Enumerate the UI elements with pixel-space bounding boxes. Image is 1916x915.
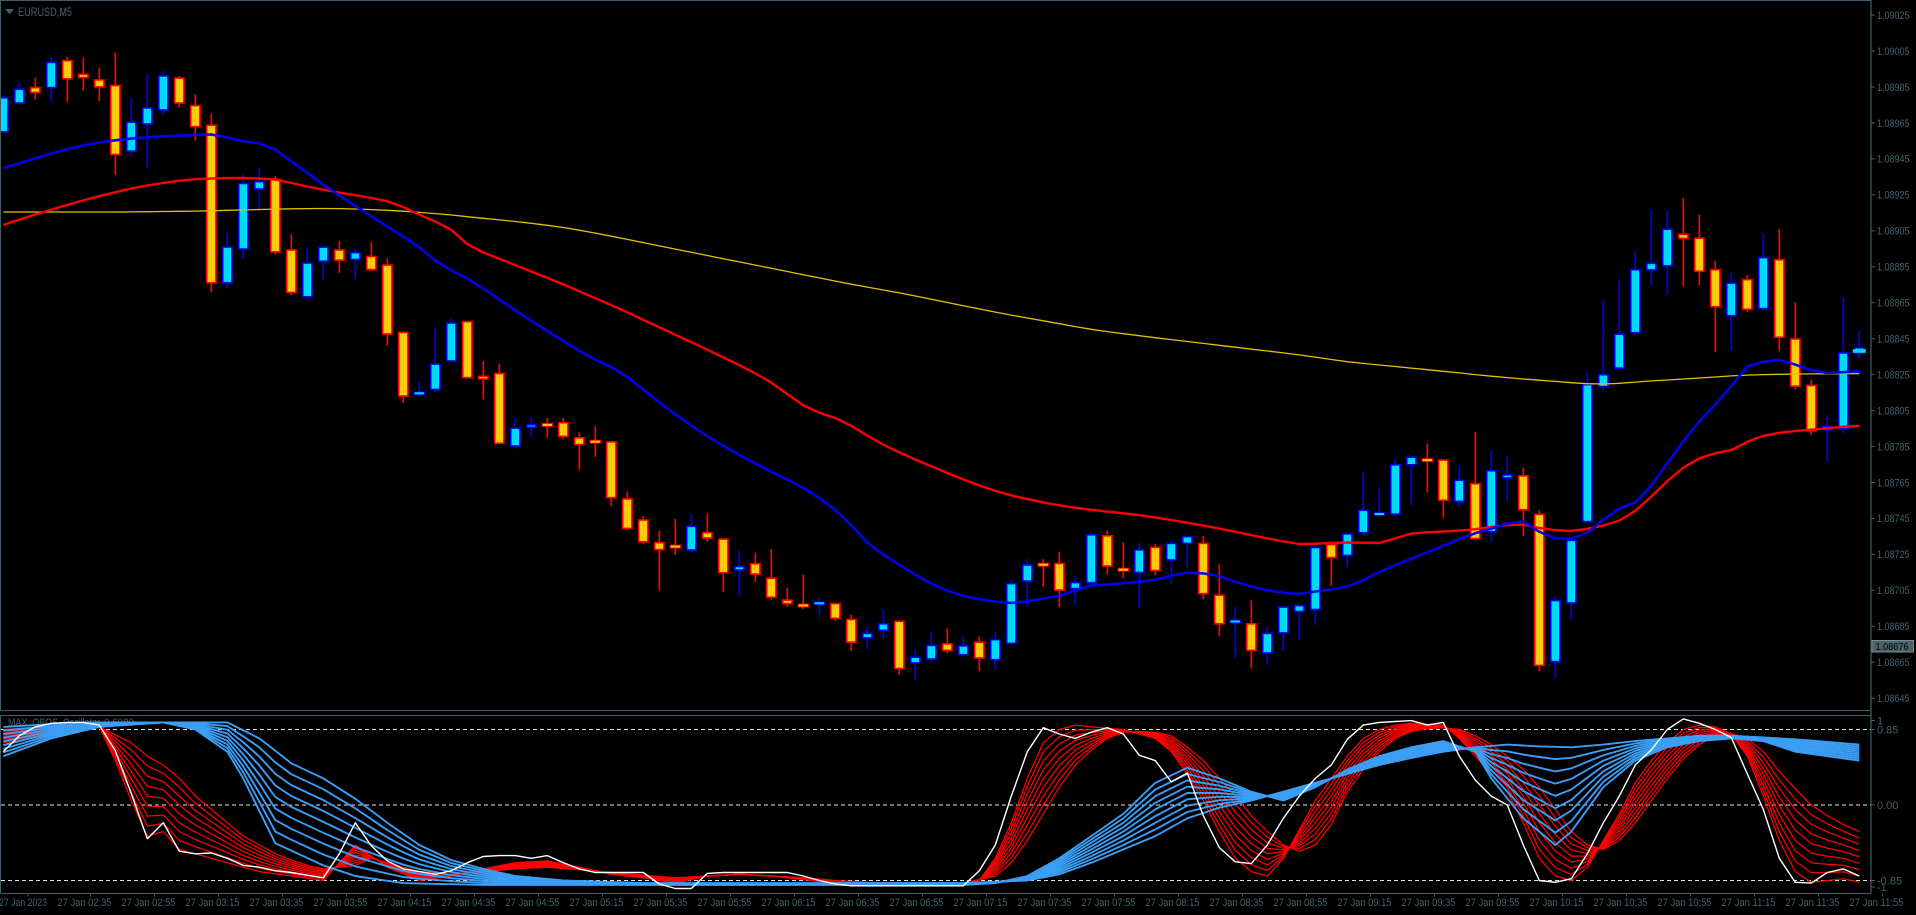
svg-text:27 Jan 09:55: 27 Jan 09:55 [1466,897,1520,909]
svg-text:1.08676: 1.08676 [1876,641,1909,653]
svg-text:1: 1 [1877,715,1883,727]
svg-text:27 Jan 11:15: 27 Jan 11:15 [1722,897,1776,909]
svg-text:27 Jan 04:55: 27 Jan 04:55 [506,897,560,909]
svg-text:27 Jan 07:15: 27 Jan 07:15 [954,897,1008,909]
svg-text:1.08745: 1.08745 [1877,513,1910,525]
svg-text:27 Jan 03:55: 27 Jan 03:55 [314,897,368,909]
svg-text:27 Jan 10:55: 27 Jan 10:55 [1658,897,1712,909]
svg-text:1.08945: 1.08945 [1877,154,1910,166]
svg-text:1.08825: 1.08825 [1877,369,1910,381]
svg-text:1.08985: 1.08985 [1877,82,1910,94]
svg-text:1.08785: 1.08785 [1877,441,1910,453]
svg-text:27 Jan 2023: 27 Jan 2023 [0,897,47,909]
svg-text:1.09005: 1.09005 [1877,46,1910,58]
svg-text:1.08965: 1.08965 [1877,118,1910,130]
svg-text:27 Jan 11:55: 27 Jan 11:55 [1850,897,1904,909]
svg-text:27 Jan 04:35: 27 Jan 04:35 [442,897,496,909]
svg-text:27 Jan 08:15: 27 Jan 08:15 [1146,897,1200,909]
svg-text:27 Jan 02:55: 27 Jan 02:55 [122,897,176,909]
svg-text:1.08905: 1.08905 [1877,226,1910,238]
svg-text:27 Jan 08:55: 27 Jan 08:55 [1274,897,1328,909]
svg-text:1.08665: 1.08665 [1877,657,1910,669]
svg-text:27 Jan 07:55: 27 Jan 07:55 [1082,897,1136,909]
svg-text:-1: -1 [1877,882,1887,894]
svg-text:27 Jan 05:35: 27 Jan 05:35 [634,897,688,909]
svg-text:EURUSD,M5: EURUSD,M5 [18,5,72,19]
svg-text:27 Jan 05:55: 27 Jan 05:55 [698,897,752,909]
svg-text:1.08705: 1.08705 [1877,585,1910,597]
svg-text:1.08925: 1.08925 [1877,190,1910,202]
svg-text:27 Jan 09:15: 27 Jan 09:15 [1338,897,1392,909]
svg-text:27 Jan 11:35: 27 Jan 11:35 [1786,897,1840,909]
svg-text:27 Jan 10:15: 27 Jan 10:15 [1530,897,1584,909]
svg-text:0.00: 0.00 [1877,800,1898,812]
svg-text:27 Jan 08:35: 27 Jan 08:35 [1210,897,1264,909]
svg-text:27 Jan 03:35: 27 Jan 03:35 [250,897,304,909]
svg-text:27 Jan 07:35: 27 Jan 07:35 [1018,897,1072,909]
svg-text:27 Jan 04:15: 27 Jan 04:15 [378,897,432,909]
svg-text:27 Jan 02:35: 27 Jan 02:35 [58,897,112,909]
svg-text:1.08765: 1.08765 [1877,477,1910,489]
svg-text:27 Jan 05:15: 27 Jan 05:15 [570,897,624,909]
svg-text:1.08725: 1.08725 [1877,549,1910,561]
svg-text:1.08685: 1.08685 [1877,621,1910,633]
svg-text:27 Jan 06:15: 27 Jan 06:15 [762,897,816,909]
svg-text:0.85: 0.85 [1877,724,1898,736]
svg-text:27 Jan 09:35: 27 Jan 09:35 [1402,897,1456,909]
svg-text:-0.85: -0.85 [1877,875,1902,887]
svg-text:1.08645: 1.08645 [1877,693,1910,705]
svg-text:27 Jan 10:35: 27 Jan 10:35 [1594,897,1648,909]
svg-text:1.09025: 1.09025 [1877,10,1910,22]
svg-text:27 Jan 06:35: 27 Jan 06:35 [826,897,880,909]
svg-text:27 Jan 06:55: 27 Jan 06:55 [890,897,944,909]
svg-text:1.08885: 1.08885 [1877,262,1910,274]
svg-text:1.08845: 1.08845 [1877,334,1910,346]
svg-text:1.08805: 1.08805 [1877,405,1910,417]
svg-text:27 Jan 03:15: 27 Jan 03:15 [186,897,240,909]
svg-text:1.08865: 1.08865 [1877,298,1910,310]
